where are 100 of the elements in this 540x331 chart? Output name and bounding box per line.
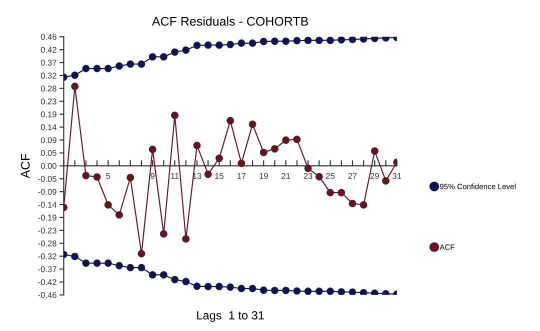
point xyxy=(260,38,268,46)
point xyxy=(193,282,201,290)
x-tick-label: 9 xyxy=(150,172,154,179)
point xyxy=(315,36,323,44)
x-axis-title: Lags 1 to 31 xyxy=(197,311,264,322)
y-tick-label: 0.00 xyxy=(40,163,56,169)
x-tick-label: 25 xyxy=(326,172,335,179)
point xyxy=(338,36,346,44)
point xyxy=(193,142,201,150)
point xyxy=(138,250,146,258)
point xyxy=(93,173,101,181)
y-tick-label: -0.23 xyxy=(38,228,56,234)
point xyxy=(71,82,79,90)
chart-title: ACF Residuals - COHORTB xyxy=(152,16,308,26)
point xyxy=(238,39,246,47)
point xyxy=(370,289,378,295)
point xyxy=(171,48,179,56)
point xyxy=(148,271,156,279)
point xyxy=(104,64,112,72)
y-tick-label: -0.28 xyxy=(38,240,56,246)
point xyxy=(226,116,234,124)
point xyxy=(204,41,212,49)
x-tick-label: 21 xyxy=(282,172,290,179)
point xyxy=(260,286,268,294)
y-tick-label: 0.05 xyxy=(40,150,56,156)
point xyxy=(315,172,323,180)
point xyxy=(282,37,290,45)
y-tick-label: -0.05 xyxy=(38,176,56,182)
y-tick-label: 0.14 xyxy=(40,124,57,130)
point xyxy=(348,288,356,295)
point xyxy=(304,36,312,44)
point xyxy=(226,40,234,48)
y-tick-label: -0.19 xyxy=(38,214,56,221)
point xyxy=(160,271,168,279)
point xyxy=(82,64,90,72)
point xyxy=(293,36,301,44)
point xyxy=(270,37,278,45)
point xyxy=(204,170,212,178)
point xyxy=(104,201,112,209)
point xyxy=(204,282,212,290)
y-tick-label: -0.37 xyxy=(38,266,56,272)
y-tick-label: 0.19 xyxy=(40,111,56,118)
point xyxy=(248,39,256,47)
point xyxy=(104,259,112,267)
x-tick-label: 27 xyxy=(348,172,357,179)
point xyxy=(160,53,168,61)
point xyxy=(160,230,168,238)
point xyxy=(116,211,123,219)
y-tick-label: 0.46 xyxy=(40,34,56,40)
point xyxy=(238,160,246,168)
x-tick-label: 11 xyxy=(171,173,179,179)
point xyxy=(360,288,368,295)
y-tick-label: -0.32 xyxy=(38,253,56,260)
point xyxy=(270,286,278,294)
y-tick-label: -0.14 xyxy=(38,202,57,208)
point xyxy=(360,36,368,43)
y-tick-label: -0.42 xyxy=(38,279,56,286)
point xyxy=(326,36,334,44)
point xyxy=(116,62,123,70)
point xyxy=(126,174,134,182)
point xyxy=(248,284,256,292)
x-tick-label: 23 xyxy=(304,172,312,179)
x-tick-label: 19 xyxy=(260,172,268,179)
y-tick-label: -0.09 xyxy=(38,188,56,195)
point xyxy=(215,154,223,162)
point xyxy=(82,172,90,180)
point xyxy=(126,264,134,272)
point xyxy=(138,264,146,272)
point xyxy=(348,200,356,208)
point xyxy=(116,262,123,270)
point xyxy=(348,36,356,44)
point xyxy=(93,64,101,72)
point xyxy=(293,287,301,295)
point xyxy=(71,71,79,79)
point xyxy=(338,288,346,295)
y-tick-label: 0.09 xyxy=(40,137,56,144)
x-tick-label: 29 xyxy=(370,172,379,179)
x-tick-label: 17 xyxy=(237,173,246,179)
y-tick-label: 0.23 xyxy=(40,98,56,104)
point xyxy=(260,148,268,156)
point xyxy=(226,283,234,291)
point xyxy=(138,60,146,68)
point xyxy=(215,41,223,49)
y-tick-label: 0.32 xyxy=(40,72,56,79)
y-tick-label: 0.28 xyxy=(40,86,56,92)
y-tick-label: 0.42 xyxy=(40,46,56,53)
point xyxy=(293,136,301,144)
point xyxy=(360,201,368,209)
point xyxy=(304,288,312,295)
point xyxy=(282,286,290,294)
point xyxy=(182,278,190,286)
point xyxy=(215,282,223,290)
point xyxy=(326,288,334,295)
point xyxy=(182,46,190,54)
point xyxy=(315,288,323,295)
point xyxy=(382,177,390,185)
y-tick-label: -0.46 xyxy=(38,292,56,298)
point xyxy=(82,259,90,267)
point xyxy=(370,147,378,155)
point xyxy=(71,252,79,260)
